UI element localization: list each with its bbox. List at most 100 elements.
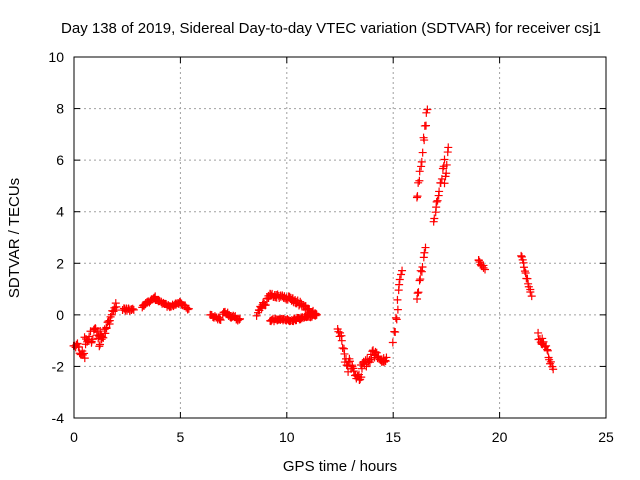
chart-title: Day 138 of 2019, Sidereal Day-to-day VTE… — [61, 20, 601, 37]
data-point — [362, 362, 371, 371]
data-point — [519, 263, 528, 272]
data-point — [395, 280, 404, 289]
y-tick-label: -2 — [52, 358, 65, 374]
data-point — [100, 325, 109, 334]
data-point — [440, 179, 449, 188]
data-point — [89, 325, 98, 334]
data-point — [521, 268, 530, 277]
data-point — [474, 256, 483, 265]
data-point — [517, 251, 526, 260]
grid-lines — [74, 57, 606, 418]
data-point — [105, 316, 114, 325]
data-point — [235, 315, 244, 324]
data-point — [422, 121, 431, 130]
data-point — [391, 328, 400, 337]
data-point — [261, 301, 270, 310]
data-point — [433, 196, 442, 205]
data-point — [413, 294, 422, 303]
data-point — [414, 178, 423, 187]
data-point — [337, 336, 346, 345]
data-point — [128, 304, 137, 313]
data-point — [527, 292, 536, 301]
data-point — [526, 287, 535, 296]
data-point — [481, 265, 490, 274]
y-tick-label: 8 — [56, 101, 64, 117]
data-point — [95, 342, 104, 351]
data-point — [432, 197, 441, 206]
y-tick-label: 0 — [56, 307, 64, 323]
y-tick-label: 2 — [56, 255, 64, 271]
x-tick-label: 15 — [385, 429, 401, 445]
data-point — [393, 305, 402, 314]
data-point — [417, 157, 426, 166]
data-point — [73, 339, 82, 348]
data-point — [112, 302, 121, 311]
data-point — [549, 365, 558, 374]
data-point — [418, 262, 427, 271]
data-point — [442, 160, 451, 169]
data-point — [348, 362, 357, 371]
data-point — [416, 275, 425, 284]
y-tick-label: 6 — [56, 152, 64, 168]
x-tick-label: 10 — [279, 429, 295, 445]
data-point — [392, 315, 401, 324]
data-point — [357, 364, 366, 373]
data-point — [88, 335, 97, 344]
data-point — [420, 136, 429, 145]
data-point — [184, 304, 193, 313]
data-point — [415, 276, 424, 285]
data-point — [479, 263, 488, 272]
data-point — [99, 333, 108, 342]
x-tick-label: 25 — [598, 429, 614, 445]
y-axis-label: SDTVAR / TECUs — [6, 178, 23, 298]
data-point — [380, 358, 389, 367]
data-point — [415, 167, 424, 176]
data-point — [413, 192, 422, 201]
axis-ticks: 0 5 10 15 20 25 -4 -2 0 2 4 6 8 10 — [48, 49, 614, 445]
data-point — [417, 162, 426, 171]
data-point — [86, 327, 95, 336]
data-point — [334, 327, 343, 336]
data-points — [69, 105, 558, 385]
data-point — [372, 348, 381, 357]
data-point — [381, 357, 390, 366]
data-point — [416, 266, 425, 275]
data-point — [423, 105, 432, 114]
x-tick-label: 20 — [492, 429, 508, 445]
data-point — [371, 347, 380, 356]
data-point — [129, 305, 138, 314]
data-point — [523, 274, 532, 283]
data-point — [430, 214, 439, 223]
data-point — [413, 289, 422, 298]
data-point — [422, 108, 431, 117]
data-point — [539, 337, 548, 346]
x-tick-label: 0 — [70, 429, 78, 445]
data-point — [96, 340, 105, 349]
data-point — [415, 176, 424, 185]
data-point — [420, 248, 429, 257]
y-tick-label: 4 — [56, 204, 64, 220]
data-point — [391, 313, 400, 322]
data-point — [260, 299, 269, 308]
data-point — [393, 295, 402, 304]
data-point — [80, 354, 89, 363]
data-point — [349, 367, 358, 376]
data-point — [388, 338, 397, 347]
data-point — [520, 267, 529, 276]
data-point — [236, 314, 245, 323]
data-point — [545, 355, 554, 364]
data-point — [435, 187, 444, 196]
y-tick-label: -4 — [52, 410, 65, 426]
data-point — [398, 266, 407, 275]
data-point — [311, 311, 320, 320]
data-point — [102, 324, 111, 333]
data-point — [543, 345, 552, 354]
data-point — [421, 243, 430, 252]
data-point — [215, 314, 224, 323]
data-point — [418, 148, 427, 157]
data-point — [442, 169, 451, 178]
data-point — [80, 349, 89, 358]
plot-frame — [73, 56, 607, 419]
data-point — [101, 329, 110, 338]
